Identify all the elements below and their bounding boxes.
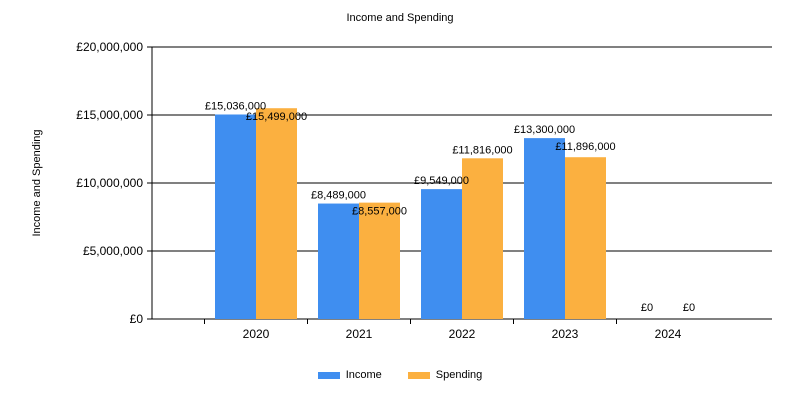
x-tick-label: 2024 [655, 327, 682, 341]
bar-spending [359, 202, 400, 319]
y-tick-label: £0 [130, 312, 144, 326]
bar-income [421, 189, 462, 319]
legend-item-spending[interactable]: Spending [407, 369, 483, 381]
data-label-spending: £15,499,000 [246, 111, 307, 123]
y-tick-label: £10,000,000 [76, 176, 143, 190]
chart-title: Income and Spending [346, 12, 454, 24]
data-label-income: £15,036,000 [205, 101, 266, 113]
legend-swatch-spending [407, 371, 430, 379]
data-label-spending: £8,557,000 [352, 206, 407, 218]
x-tick-label: 2020 [243, 327, 270, 341]
data-label-spending: £0 [683, 302, 695, 314]
y-tick-label: £5,000,000 [83, 244, 143, 258]
legend-label-spending: Spending [435, 369, 483, 381]
bar-income [524, 138, 565, 319]
data-label-spending: £11,816,000 [452, 144, 512, 156]
legend: Income Spending [0, 369, 800, 381]
bar-spending [256, 108, 297, 320]
bar-spending [462, 158, 503, 319]
data-label-spending: £11,896,000 [555, 141, 615, 153]
y-tick-label: £20,000,000 [76, 40, 143, 54]
data-label-income: £8,489,000 [311, 190, 366, 202]
x-tick-label: 2023 [552, 327, 579, 341]
bar-spending [565, 157, 606, 319]
bar-income [318, 203, 359, 319]
data-label-income: £9,549,000 [414, 175, 469, 187]
legend-label-income: Income [345, 369, 382, 381]
data-label-income: £0 [641, 302, 653, 314]
data-label-income: £13,300,000 [514, 124, 575, 136]
bar-income [215, 114, 256, 319]
y-tick-label: £15,000,000 [76, 108, 143, 122]
x-tick-label: 2022 [449, 327, 476, 341]
x-tick-label: 2021 [346, 327, 373, 341]
legend-item-income[interactable]: Income [317, 369, 382, 381]
legend-swatch-income [317, 371, 340, 379]
